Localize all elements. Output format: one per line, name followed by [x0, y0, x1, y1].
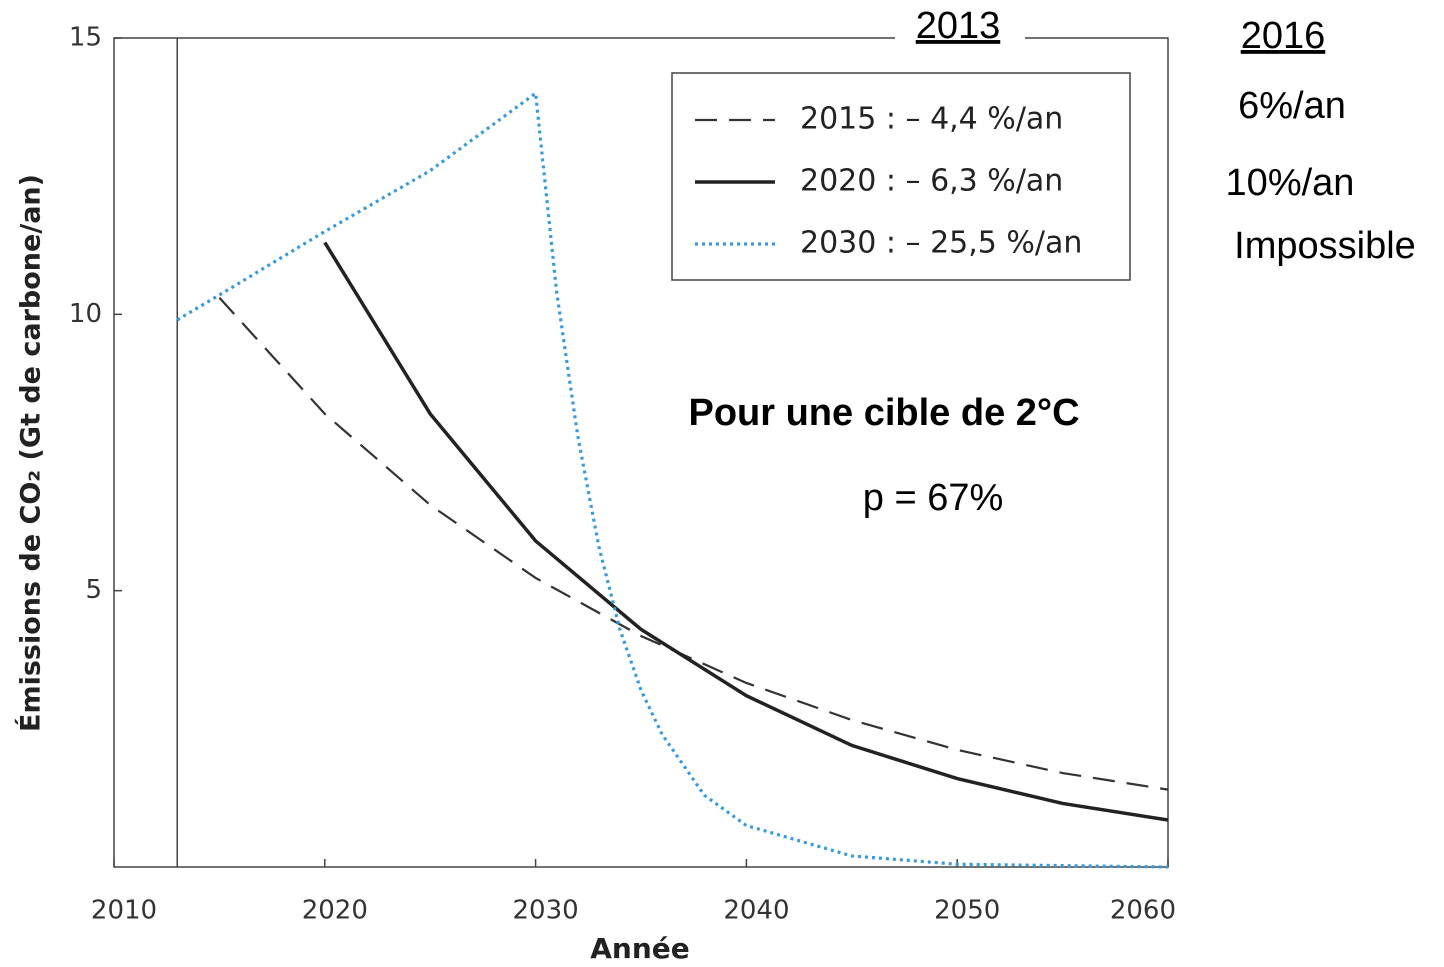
- x-tick-label: 2030: [513, 896, 579, 926]
- annotation: 10%/an: [1226, 162, 1355, 204]
- x-tick-label: 2040: [723, 896, 789, 926]
- series-line: [176, 90, 1169, 869]
- x-tick-label: 2050: [934, 896, 1000, 926]
- y-tick-label: 5: [85, 575, 102, 605]
- annotation: 6%/an: [1238, 85, 1346, 127]
- legend-label: 2020 : – 6,3 %/an: [800, 164, 1063, 199]
- series-line: [323, 241, 1169, 822]
- x-tick-label: 2060: [1110, 896, 1176, 926]
- legend: 2015 : – 4,4 %/an 2020 : – 6,3 %/an 2030 :…: [671, 72, 1131, 281]
- x-axis-label: Année: [590, 932, 690, 965]
- y-tick-label: 15: [69, 23, 102, 53]
- legend-label: 2030 : – 25,5 %/an: [800, 226, 1082, 261]
- annotation-bg: [895, 5, 1025, 61]
- annotation: Pour une cible de 2°C: [688, 392, 1079, 434]
- series-line: [218, 297, 1169, 791]
- annotation: 2013: [916, 5, 1001, 47]
- x-tick-label: 2020: [302, 896, 368, 926]
- legend-box: [671, 72, 1131, 281]
- y-axis-label: Émissions de CO₂ (Gt de carbone/an): [15, 174, 47, 732]
- y-tick-label: 10: [69, 299, 102, 329]
- legend-label: 2015 : – 4,4 %/an: [800, 102, 1063, 137]
- plot-frame: [113, 37, 1169, 868]
- annotation: p = 67%: [863, 477, 1004, 519]
- annotation: Impossible: [1234, 225, 1416, 267]
- annotation: 2016: [1241, 15, 1326, 57]
- x-tick-label: 2010: [91, 896, 157, 926]
